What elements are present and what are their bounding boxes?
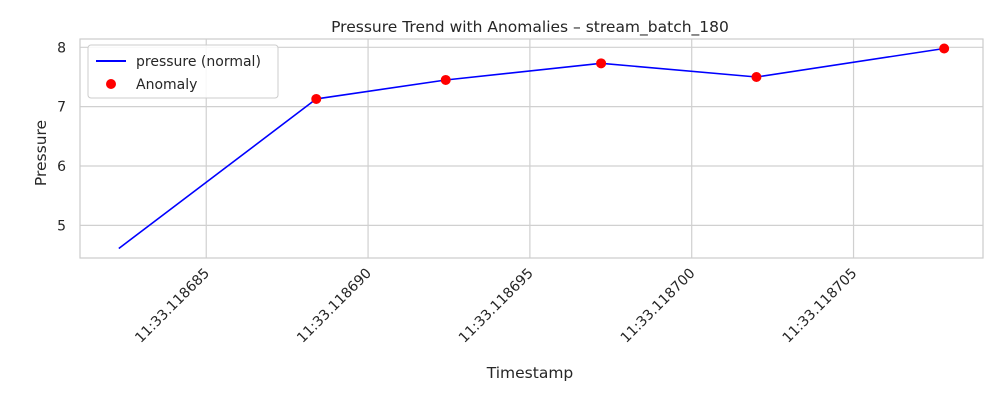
anomaly-point	[311, 93, 322, 104]
x-tick-label: 11:33.118705	[780, 266, 861, 347]
anomaly-point	[751, 71, 762, 82]
anomaly-point	[939, 43, 950, 54]
plot-frame	[79, 38, 984, 259]
chart-title: Pressure Trend with Anomalies – stream_b…	[331, 18, 729, 37]
legend-box	[87, 44, 279, 99]
x-axis-label: Timestamp	[486, 364, 574, 382]
anomaly-point	[596, 58, 607, 69]
x-tick-label: 11:33.118695	[456, 266, 537, 347]
y-tick-label: 8	[57, 40, 66, 56]
legend-marker-swatch	[106, 79, 116, 89]
x-tick-label: 11:33.118685	[132, 266, 213, 347]
x-tick-label: 11:33.118690	[294, 266, 375, 347]
legend-label-normal: pressure (normal)	[136, 54, 261, 70]
legend-label-anomaly: Anomaly	[136, 77, 197, 93]
y-tick-label: 7	[57, 100, 66, 116]
y-axis-label: Pressure	[32, 120, 50, 186]
anomaly-point	[440, 74, 451, 85]
legend: pressure (normal) Anomaly	[87, 44, 279, 99]
y-tick-label: 5	[57, 218, 66, 234]
x-tick-label: 11:33.118700	[618, 266, 699, 347]
y-tick-label: 6	[57, 159, 66, 175]
series-line-pressure	[118, 47, 945, 250]
